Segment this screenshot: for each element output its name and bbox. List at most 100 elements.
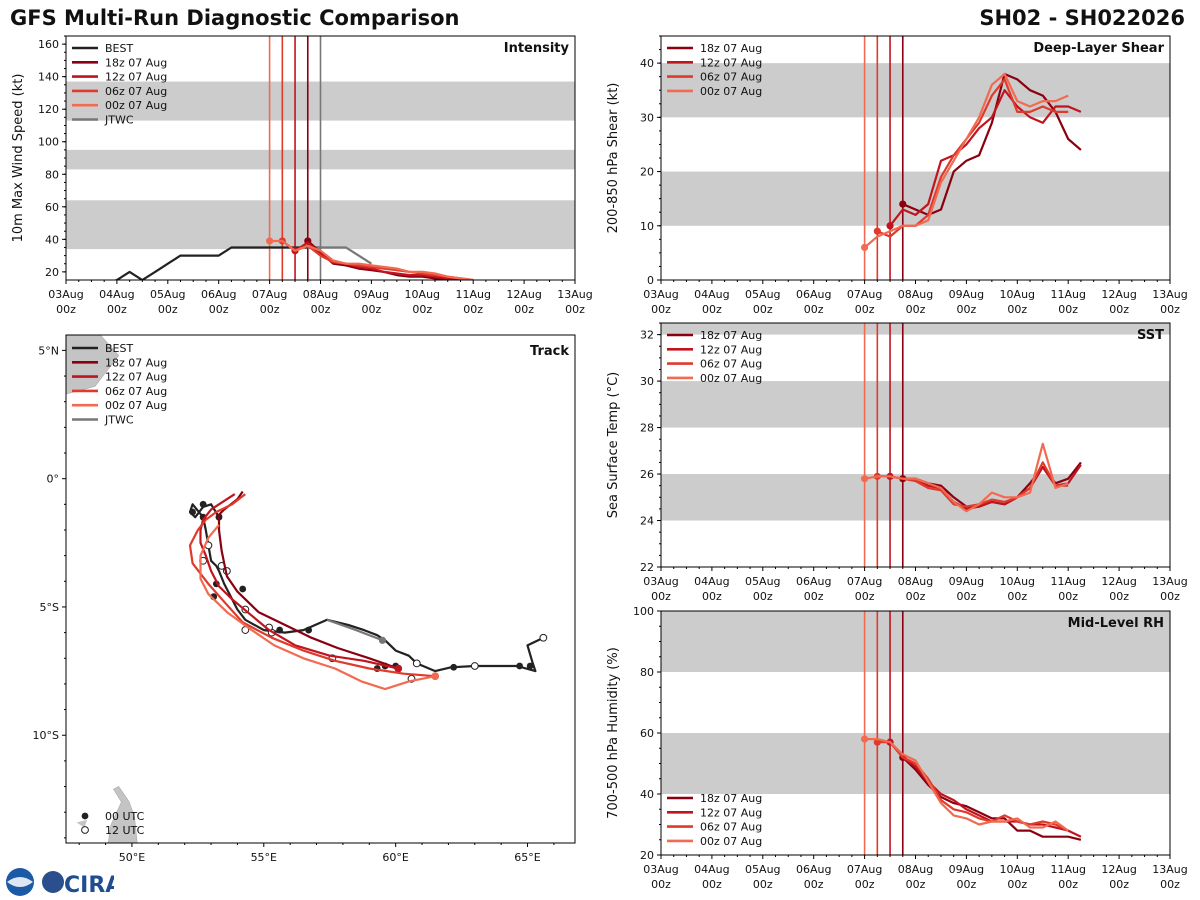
rh-ytick-label: 20 bbox=[640, 849, 654, 862]
rh-series-group bbox=[861, 735, 1082, 841]
track-map-area bbox=[66, 335, 548, 843]
rh-chart: 20 40 60 80 100 03Aug 00z 04Aug 00z 05Aug 00z 06Aug… bbox=[606, 605, 1188, 891]
shear-xtick-label: 11Aug bbox=[1050, 288, 1085, 301]
track-start-run_12z bbox=[394, 664, 403, 673]
rh-ytick-label: 60 bbox=[640, 727, 654, 740]
shear-ytick-label: 0 bbox=[647, 274, 654, 287]
shear-band-0 bbox=[661, 171, 1170, 226]
rh-ytick-label: 80 bbox=[640, 666, 654, 679]
track-marker-00utc bbox=[276, 626, 284, 634]
rh-xtick-sublabel: 00z bbox=[957, 878, 977, 891]
intensity-xtick-label: 06Aug bbox=[201, 288, 236, 301]
intensity-xtick-sublabel: 00z bbox=[260, 303, 280, 316]
shear-init-point-run_06z bbox=[873, 227, 881, 235]
rh-title: Mid-Level RH bbox=[1068, 616, 1164, 631]
legend-marker-12utc-label: 12 UTC bbox=[105, 824, 145, 837]
intensity-xtick-sublabel: 00z bbox=[362, 303, 382, 316]
intensity-legend-label: JTWC bbox=[104, 114, 134, 127]
rh-legend-label: 00z 07 Aug bbox=[700, 835, 762, 848]
rh-xtick-label: 12Aug bbox=[1101, 863, 1136, 876]
intensity-xtick-label: 03Aug bbox=[48, 288, 83, 301]
intensity-xtick-label: 08Aug bbox=[303, 288, 338, 301]
sst-legend-label: 06z 07 Aug bbox=[700, 358, 762, 371]
sst-xtick-label: 11Aug bbox=[1050, 575, 1085, 588]
intensity-xtick-label: 05Aug bbox=[150, 288, 185, 301]
sst-init-point-run_00z bbox=[861, 475, 869, 483]
sst-xtick-label: 06Aug bbox=[796, 575, 831, 588]
shear-init-point-run_12z bbox=[886, 222, 894, 230]
track-line-run_06z bbox=[188, 493, 436, 678]
rh-xtick-sublabel: 00z bbox=[804, 878, 824, 891]
shear-legend-label: 12z 07 Aug bbox=[700, 56, 762, 69]
shear-xtick-sublabel: 00z bbox=[855, 303, 875, 316]
storm-id: SH02 - SH022026 bbox=[979, 6, 1185, 30]
land-madagascar bbox=[107, 786, 138, 843]
intensity-xtick-sublabel: 00z bbox=[565, 303, 585, 316]
intensity-ytick-label: 120 bbox=[38, 103, 59, 116]
sst-ylabel: Sea Surface Temp (°C) bbox=[606, 372, 621, 519]
sst-title: SST bbox=[1137, 328, 1164, 343]
track-legend-label: 12z 07 Aug bbox=[105, 371, 167, 384]
rh-line-run_12z bbox=[889, 741, 1082, 838]
shear-series-group bbox=[861, 72, 1082, 252]
rh-xtick-sublabel: 00z bbox=[1007, 878, 1027, 891]
track-line-run_18z bbox=[217, 490, 399, 670]
intensity-title: Intensity bbox=[504, 41, 570, 56]
rh-init-point-run_00z bbox=[861, 735, 869, 743]
track-ytick-label: 10°S bbox=[33, 729, 59, 742]
track-marker-00utc bbox=[450, 663, 458, 671]
intensity-xtick-sublabel: 00z bbox=[463, 303, 483, 316]
track-marker-00utc bbox=[526, 662, 534, 670]
shear-xtick-sublabel: 00z bbox=[906, 303, 926, 316]
intensity-xtick-label: 13Aug bbox=[557, 288, 592, 301]
shear-xtick-label: 06Aug bbox=[796, 288, 831, 301]
sst-xtick-label: 07Aug bbox=[847, 575, 882, 588]
shear-title: Deep-Layer Shear bbox=[1033, 41, 1164, 56]
rh-xtick-sublabel: 00z bbox=[1058, 878, 1078, 891]
track-xtick-label: 50°E bbox=[119, 851, 145, 864]
shear-xtick-label: 12Aug bbox=[1101, 288, 1136, 301]
shear-legend-label: 06z 07 Aug bbox=[700, 71, 762, 84]
sst-band-1 bbox=[661, 381, 1170, 428]
shear-xtick-label: 04Aug bbox=[694, 288, 729, 301]
track-marker-00utc bbox=[199, 500, 207, 508]
track-xtick-label: 65°E bbox=[514, 851, 540, 864]
intensity-xtick-label: 07Aug bbox=[252, 288, 287, 301]
intensity-ytick-label: 160 bbox=[38, 38, 59, 51]
shear-init-point-run_18z bbox=[899, 200, 907, 208]
shear-ytick-label: 20 bbox=[640, 166, 654, 179]
intensity-legend-label: BEST bbox=[105, 42, 133, 55]
track-marker-00utc bbox=[305, 626, 313, 634]
sst-line-run_00z bbox=[864, 442, 1069, 513]
intensity-init-point-run_00z bbox=[266, 237, 274, 245]
intensity-line-best bbox=[113, 246, 321, 280]
track-line-jtwc bbox=[326, 618, 383, 642]
track-marker-12utc bbox=[470, 662, 479, 670]
sst-xtick-sublabel: 00z bbox=[1160, 590, 1180, 603]
shear-xtick-label: 10Aug bbox=[1000, 288, 1035, 301]
sst-xtick-sublabel: 00z bbox=[1058, 590, 1078, 603]
intensity-xtick-sublabel: 00z bbox=[107, 303, 127, 316]
sst-xtick-label: 09Aug bbox=[949, 575, 984, 588]
shear-xtick-sublabel: 00z bbox=[753, 303, 773, 316]
sst-xtick-sublabel: 00z bbox=[702, 590, 722, 603]
shear-xtick-label: 13Aug bbox=[1152, 288, 1187, 301]
intensity-legend-label: 12z 07 Aug bbox=[105, 71, 167, 84]
shear-line-run_12z bbox=[889, 89, 1082, 227]
intensity-xtick-sublabel: 00z bbox=[56, 303, 76, 316]
rh-xtick-label: 08Aug bbox=[898, 863, 933, 876]
sst-ytick-label: 24 bbox=[640, 515, 654, 528]
rh-xtick-sublabel: 00z bbox=[753, 878, 773, 891]
shear-xtick-sublabel: 00z bbox=[1058, 303, 1078, 316]
rh-xtick-label: 05Aug bbox=[745, 863, 780, 876]
intensity-xtick-sublabel: 00z bbox=[412, 303, 432, 316]
track-xtick-label: 55°E bbox=[251, 851, 277, 864]
intensity-legend-label: 18z 07 Aug bbox=[105, 56, 167, 69]
track-xtick-label: 60°E bbox=[382, 851, 408, 864]
track-start-run_00z bbox=[431, 672, 440, 681]
rh-xtick-sublabel: 00z bbox=[651, 878, 671, 891]
intensity-xtick-sublabel: 00z bbox=[311, 303, 331, 316]
shear-xtick-label: 08Aug bbox=[898, 288, 933, 301]
